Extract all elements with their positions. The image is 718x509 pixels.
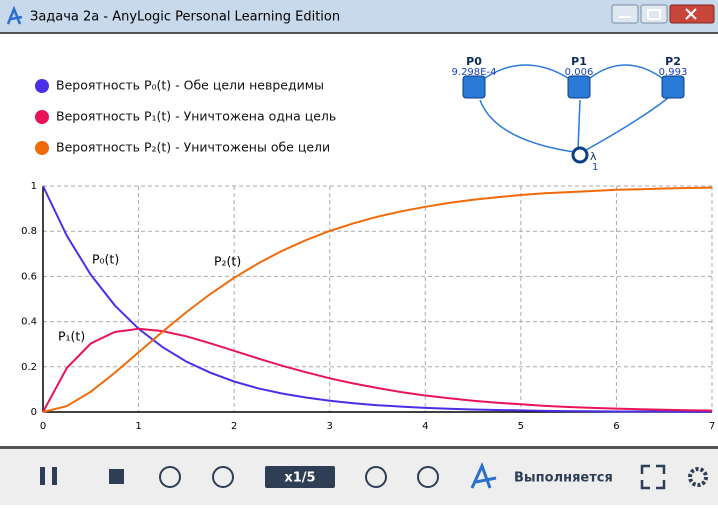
window-title: Задача 2a - AnyLogic Personal Learning E… <box>30 10 340 25</box>
x-tick-label: 1 <box>135 421 141 432</box>
event-value: 1 <box>592 162 598 173</box>
x1-button[interactable] <box>159 466 181 488</box>
stop-button[interactable] <box>109 469 124 484</box>
x-tick-label: 3 <box>327 421 333 432</box>
anylogic-logo <box>470 462 497 489</box>
state-label: P2 <box>665 55 681 68</box>
x-tick-label: 4 <box>422 421 428 432</box>
event-node <box>571 146 589 164</box>
state-label: P1 <box>571 55 587 68</box>
speed-box <box>265 466 335 488</box>
toolbar-icons <box>40 462 708 490</box>
state-node <box>567 75 591 99</box>
state-value: 0.006 <box>565 67 594 78</box>
x-tick-label: 0 <box>40 421 46 432</box>
frame <box>0 32 718 34</box>
legend-marker <box>35 110 49 124</box>
legend-label: Вероятность P₂(t) - Уничтожены обе цели <box>56 140 330 155</box>
toolbar-separator <box>0 446 718 449</box>
diagram-arrows <box>479 64 669 153</box>
state-value: 0.993 <box>659 67 688 78</box>
legend-marker <box>35 141 49 155</box>
legend-label: Вероятность P₁(t) - Уничтожена одна цель <box>56 109 336 124</box>
series-line <box>42 327 713 413</box>
x-tick-label: 6 <box>613 421 619 432</box>
minimize-button[interactable] <box>611 4 639 24</box>
state-label: P0 <box>466 55 482 68</box>
state-node <box>661 75 685 99</box>
y-tick-label: 0.2 <box>21 362 37 373</box>
status-label: Выполняется <box>514 471 613 486</box>
curve-label: P₂(t) <box>214 254 241 269</box>
y-tick-label: 0.4 <box>21 317 37 328</box>
skip-button[interactable] <box>417 466 439 488</box>
pause-button[interactable] <box>40 467 45 485</box>
y-tick-label: 0.6 <box>21 271 37 282</box>
window-button-icons <box>619 8 697 20</box>
curve-label: P₁(t) <box>58 329 85 344</box>
state-node <box>462 75 486 99</box>
title-bar <box>0 0 718 32</box>
pause-button[interactable] <box>52 467 57 485</box>
legend-label: Вероятность P₀(t) - Обе цели невредимы <box>56 78 324 93</box>
settings-button[interactable] <box>688 467 708 487</box>
fullscreen-button[interactable] <box>640 464 666 490</box>
app-icon <box>6 5 23 25</box>
y-tick-label: 1 <box>31 181 37 192</box>
curve-label: P₀(t) <box>92 252 119 267</box>
x-tick-label: 5 <box>518 421 524 432</box>
maximize-button[interactable] <box>640 4 668 24</box>
speed-label: x1/5 <box>284 471 315 486</box>
y-tick-label: 0.8 <box>21 226 37 237</box>
state-value: 9.298E-4 <box>452 67 497 78</box>
legend-marker <box>35 79 49 93</box>
x-tick-label: 7 <box>709 421 715 432</box>
series-line <box>42 185 712 413</box>
y-tick-label: 0 <box>31 407 37 418</box>
x-tick-label: 2 <box>231 421 237 432</box>
event-label: λ <box>590 150 597 163</box>
series-line <box>42 186 713 413</box>
faster-button[interactable] <box>365 466 387 488</box>
slower-button[interactable] <box>212 466 234 488</box>
